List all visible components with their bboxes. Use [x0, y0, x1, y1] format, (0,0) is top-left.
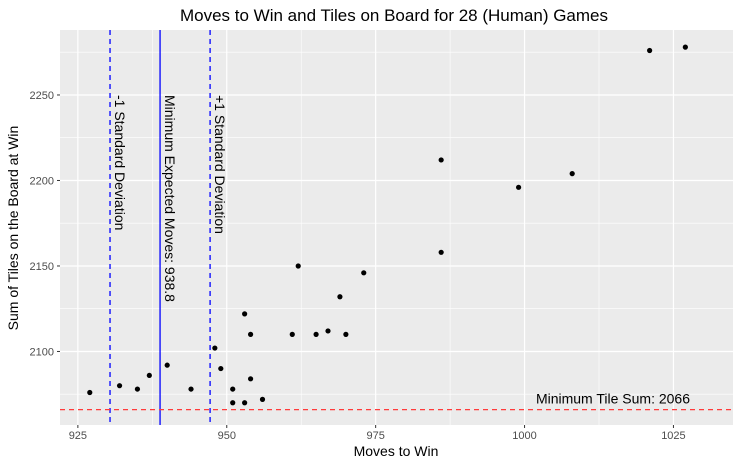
x-tick-label: 1025 [661, 430, 685, 442]
x-tick-label: 950 [218, 430, 236, 442]
y-tick-label: 2150 [30, 261, 54, 273]
data-point [146, 372, 152, 379]
data-point [242, 311, 248, 317]
data-point [337, 294, 343, 300]
chart-title: Moves to Win and Tiles on Board for 28 (… [180, 6, 608, 25]
data-point [164, 362, 170, 368]
vline-label-0: -1 Standard Deviation [112, 95, 128, 230]
data-point [259, 396, 266, 402]
annotations: -1 Standard Deviation Minimum Expected Mo… [112, 95, 690, 407]
data-point [438, 249, 444, 255]
data-point [289, 331, 295, 337]
data-point [343, 331, 349, 337]
y-axis-title: Sum of Tiles on the Board at Win [5, 126, 21, 331]
data-point [247, 331, 254, 337]
y-tick-label: 2250 [30, 90, 54, 102]
hline-label: Minimum Tile Sum: 2066 [536, 391, 690, 407]
vline-label-1: Minimum Expected Moves: 938.8 [162, 95, 178, 302]
data-point [682, 44, 688, 50]
data-point [188, 386, 194, 392]
data-point [87, 389, 93, 396]
vline-label-2: +1 Standard Deviation [212, 95, 228, 234]
gridlines [60, 30, 733, 425]
x-axis-title: Moves to Win [354, 443, 439, 459]
data-points [87, 44, 688, 406]
plot-panel [60, 30, 733, 425]
x-tick-label: 975 [366, 430, 384, 442]
reference-lines [60, 30, 733, 425]
data-point [116, 383, 123, 389]
data-point [134, 386, 141, 392]
data-point [212, 345, 218, 351]
x-tick-label: 1000 [512, 430, 536, 442]
data-point [361, 270, 367, 276]
data-point [230, 400, 236, 406]
data-point [230, 386, 236, 392]
data-point [313, 331, 319, 337]
x-tick-label: 925 [69, 430, 87, 442]
y-tick-label: 2100 [30, 346, 54, 358]
data-point [325, 328, 331, 334]
data-point [438, 157, 444, 163]
data-point [569, 171, 575, 177]
data-point [647, 47, 653, 54]
data-point [515, 184, 522, 190]
data-point [295, 263, 301, 269]
y-tick-label: 2200 [30, 175, 54, 187]
axis-ticks: 925 950 975 1000 1025 2100 2150 2200 2250 [30, 90, 686, 442]
data-point [242, 400, 248, 406]
data-point [247, 376, 254, 382]
data-point [218, 365, 224, 372]
